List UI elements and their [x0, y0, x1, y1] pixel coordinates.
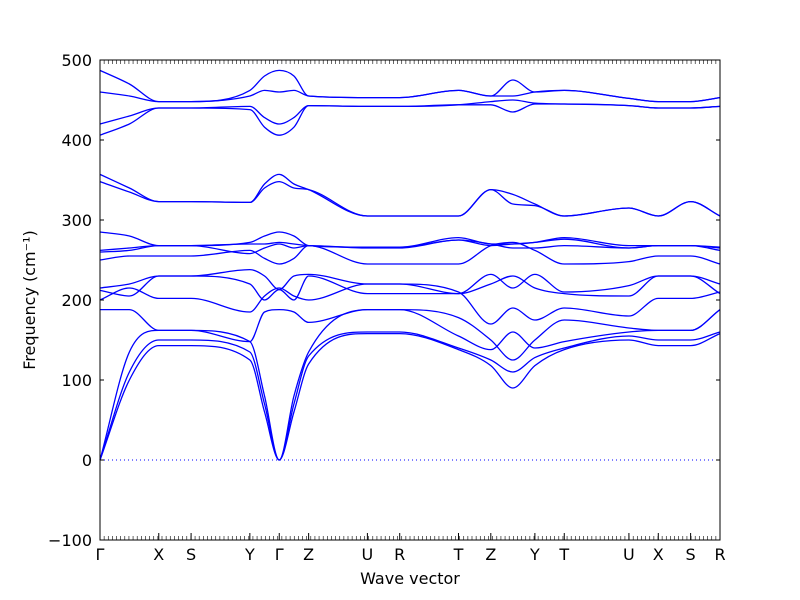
x-tick-label: Γ — [96, 545, 105, 564]
band-line-1 — [99, 332, 721, 461]
x-tick-label: Z — [303, 545, 314, 564]
x-tick-label: R — [714, 545, 725, 564]
x-tick-label: Y — [244, 545, 255, 564]
x-tick-label: T — [558, 545, 569, 564]
band-line-16 — [99, 89, 721, 103]
band-line-12 — [99, 180, 721, 217]
x-tick-label: S — [186, 545, 196, 564]
x-tick-label: U — [623, 545, 635, 564]
x-tick-label: X — [153, 545, 164, 564]
band-line-7 — [99, 268, 721, 295]
band-line-13 — [99, 173, 721, 217]
band-line-17 — [99, 69, 721, 103]
y-tick-label: 300 — [61, 211, 92, 230]
band-line-4 — [99, 308, 721, 361]
y-tick-label: −100 — [48, 531, 92, 550]
y-tick-label: 200 — [61, 291, 92, 310]
y-tick-label: 100 — [61, 371, 92, 390]
plot-frame — [99, 59, 721, 541]
y-tick-label: 500 — [61, 51, 92, 70]
axes-ticks — [99, 59, 721, 541]
band-line-2 — [99, 331, 721, 461]
x-tick-label: T — [453, 545, 464, 564]
band-line-3 — [99, 308, 721, 461]
plot-content — [99, 69, 721, 461]
x-tick-label: U — [362, 545, 374, 564]
y-axis-label: Frequency (cm⁻¹) — [20, 230, 39, 369]
band-line-10 — [99, 238, 721, 252]
x-tick-label: Z — [485, 545, 496, 564]
y-tick-label: 0 — [82, 451, 92, 470]
band-line-11 — [99, 231, 721, 248]
x-tick-label: X — [653, 545, 664, 564]
x-axis-label: Wave vector — [360, 569, 460, 588]
x-tick-label: S — [686, 545, 696, 564]
band-line-6 — [99, 275, 721, 301]
band-line-15 — [99, 99, 721, 125]
band-line-8 — [99, 241, 721, 265]
y-tick-label: 400 — [61, 131, 92, 150]
x-tick-label: Y — [529, 545, 540, 564]
band-line-14 — [99, 103, 721, 136]
x-tick-label: R — [394, 545, 405, 564]
x-tick-label: Γ — [275, 545, 284, 564]
band-line-5 — [99, 283, 721, 325]
